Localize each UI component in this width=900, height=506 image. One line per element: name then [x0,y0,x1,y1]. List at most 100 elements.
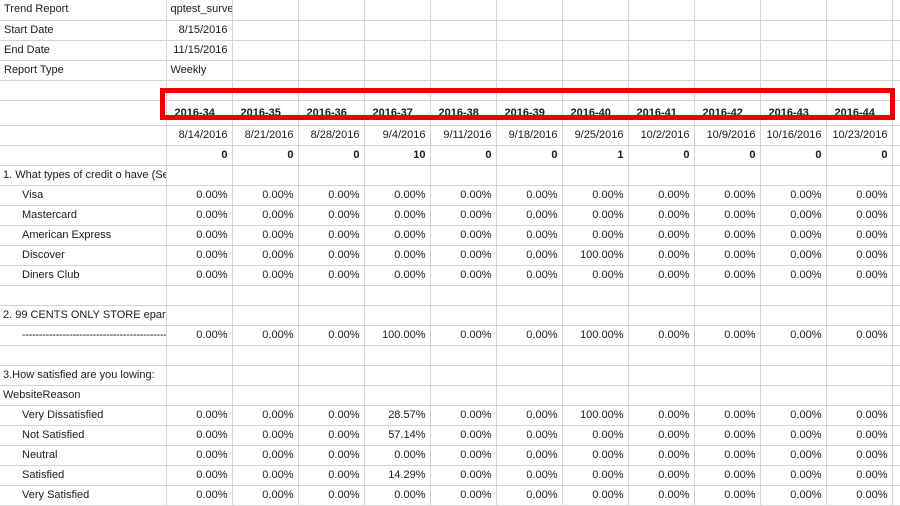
response-count-1[interactable]: 0 [232,145,299,166]
empty-cell[interactable] [364,0,431,21]
meta-label-0[interactable]: Trend Report [0,0,167,21]
answer-value-partial-1-0[interactable] [892,325,900,346]
empty-cell[interactable] [232,385,299,406]
answer-value-2-1-6[interactable]: 0.00% [562,425,629,446]
empty-cell[interactable] [496,385,563,406]
empty-cell[interactable] [232,40,299,61]
empty-cell[interactable] [760,365,827,386]
answer-value-2-0-9[interactable]: 0.00% [760,405,827,426]
answer-value-0-1-9[interactable]: 0.00% [760,205,827,226]
answer-value-2-4-9[interactable]: 0.00% [760,485,827,506]
empty-cell[interactable] [694,165,761,186]
answer-value-partial-0-1[interactable] [892,205,900,226]
answer-value-0-0-8[interactable]: 0.00% [694,185,761,206]
empty-cell[interactable] [298,60,365,81]
empty-cell[interactable] [892,385,900,406]
answer-value-0-4-9[interactable]: 0.00% [760,265,827,286]
empty-cell[interactable] [628,365,695,386]
week-header-2016-37[interactable]: 2016-37 [364,100,431,126]
answer-value-2-2-5[interactable]: 0.00% [496,445,563,466]
empty-cell[interactable] [760,385,827,406]
answer-value-0-3-3[interactable]: 0.00% [364,245,431,266]
empty-cell[interactable] [562,20,629,41]
answer-value-0-0-6[interactable]: 0.00% [562,185,629,206]
empty-cell[interactable] [430,80,497,101]
answer-value-2-2-8[interactable]: 0.00% [694,445,761,466]
answer-value-2-4-6[interactable]: 0.00% [562,485,629,506]
empty-cell[interactable] [364,285,431,306]
week-date-partial[interactable]: 10/30 [892,125,900,146]
response-count-8[interactable]: 0 [694,145,761,166]
answer-value-2-0-5[interactable]: 0.00% [496,405,563,426]
empty-cell[interactable] [496,40,563,61]
answer-value-2-2-3[interactable]: 0.00% [364,445,431,466]
empty-cell[interactable] [232,365,299,386]
answer-value-2-1-9[interactable]: 0.00% [760,425,827,446]
answer-value-0-3-2[interactable]: 0.00% [298,245,365,266]
answer-value-2-0-2[interactable]: 0.00% [298,405,365,426]
empty-cell[interactable] [760,0,827,21]
response-count-9[interactable]: 0 [760,145,827,166]
empty-cell[interactable] [364,365,431,386]
answer-value-0-2-5[interactable]: 0.00% [496,225,563,246]
empty-cell[interactable] [364,165,431,186]
empty-cell[interactable] [232,0,299,21]
empty-cell[interactable] [430,165,497,186]
answer-value-1-0-9[interactable]: 0.00% [760,325,827,346]
answer-value-2-2-2[interactable]: 0.00% [298,445,365,466]
answer-value-0-1-7[interactable]: 0.00% [628,205,695,226]
empty-cell[interactable] [496,0,563,21]
empty-cell[interactable] [298,165,365,186]
empty-cell[interactable] [892,345,900,366]
empty-cell[interactable] [496,365,563,386]
empty-cell[interactable] [760,165,827,186]
empty-cell[interactable] [760,80,827,101]
answer-value-partial-0-2[interactable] [892,225,900,246]
empty-cell[interactable] [892,365,900,386]
answer-value-0-4-7[interactable]: 0.00% [628,265,695,286]
answer-value-2-1-0[interactable]: 0.00% [166,425,233,446]
empty-cell[interactable] [562,40,629,61]
response-count-2[interactable]: 0 [298,145,365,166]
answer-value-2-1-7[interactable]: 0.00% [628,425,695,446]
answer-value-0-4-3[interactable]: 0.00% [364,265,431,286]
empty-cell[interactable] [166,80,233,101]
week-header-2016-39[interactable]: 2016-39 [496,100,563,126]
answer-value-0-2-4[interactable]: 0.00% [430,225,497,246]
empty-cell[interactable] [430,20,497,41]
week-header-2016-40[interactable]: 2016-40 [562,100,629,126]
empty-cell[interactable] [364,305,431,326]
answer-value-2-1-10[interactable]: 0.00% [826,425,893,446]
response-count-0[interactable]: 0 [166,145,233,166]
week-header-2016-38[interactable]: 2016-38 [430,100,497,126]
week-date-2[interactable]: 8/28/2016 [298,125,365,146]
empty-cell[interactable] [166,285,233,306]
empty-cell[interactable] [364,40,431,61]
answer-value-0-0-7[interactable]: 0.00% [628,185,695,206]
answer-value-0-1-4[interactable]: 0.00% [430,205,497,226]
answer-value-2-3-4[interactable]: 0.00% [430,465,497,486]
answer-value-2-0-3[interactable]: 28.57% [364,405,431,426]
answer-value-2-4-10[interactable]: 0.00% [826,485,893,506]
answer-value-2-0-6[interactable]: 100.00% [562,405,629,426]
empty-cell[interactable] [892,40,900,61]
answer-value-2-3-6[interactable]: 0.00% [562,465,629,486]
empty-cell[interactable] [298,40,365,61]
answer-value-0-1-0[interactable]: 0.00% [166,205,233,226]
week-date-5[interactable]: 9/18/2016 [496,125,563,146]
answer-value-0-2-1[interactable]: 0.00% [232,225,299,246]
answer-value-partial-2-2[interactable] [892,445,900,466]
answer-value-partial-0-0[interactable] [892,185,900,206]
empty-cell[interactable] [892,285,900,306]
answer-value-0-1-1[interactable]: 0.00% [232,205,299,226]
answer-value-2-4-8[interactable]: 0.00% [694,485,761,506]
answer-value-0-2-7[interactable]: 0.00% [628,225,695,246]
empty-cell[interactable] [694,385,761,406]
week-date-6[interactable]: 9/25/2016 [562,125,629,146]
response-count-6[interactable]: 1 [562,145,629,166]
answer-value-1-0-10[interactable]: 0.00% [826,325,893,346]
answer-value-1-0-5[interactable]: 0.00% [496,325,563,346]
empty-cell[interactable] [232,305,299,326]
answer-value-0-1-5[interactable]: 0.00% [496,205,563,226]
answer-value-2-0-0[interactable]: 0.00% [166,405,233,426]
